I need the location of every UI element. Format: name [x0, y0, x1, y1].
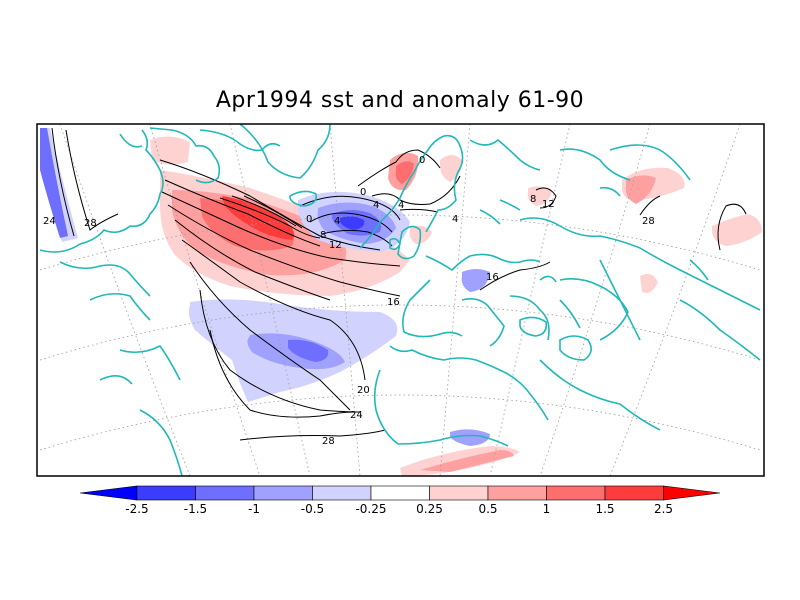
contour-label: 12 — [542, 199, 555, 210]
contour-label: 8 — [530, 194, 536, 205]
colorbar-segment — [429, 485, 489, 501]
contour-label: 12 — [329, 240, 342, 251]
sst-contours — [51, 127, 747, 441]
colorbar-tick-label: 0.25 — [416, 502, 443, 516]
contour-label: 0 — [306, 214, 312, 225]
colorbar-tick-label: -2.5 — [125, 502, 148, 516]
colorbar-segment — [487, 485, 547, 501]
anomaly-shading — [40, 128, 762, 476]
contour-label: 24 — [350, 410, 363, 421]
colorbar: -2.5 -1.5 -1 -0.5 -0.25 0.25 0.5 1 1.5 2.5 — [79, 485, 721, 516]
contour-label: 20 — [357, 385, 370, 396]
contour-label: 24 — [43, 216, 56, 227]
colorbar-segment — [253, 485, 313, 501]
colorbar-left-arrow — [79, 485, 138, 501]
contour-label: 4 — [373, 200, 379, 211]
colorbar-tick-label: 0.5 — [478, 502, 497, 516]
coastlines — [39, 124, 761, 476]
colorbar-segment — [370, 485, 430, 501]
contour-label: 8 — [320, 230, 326, 241]
contour-label: 28 — [84, 218, 97, 229]
contour-label: 0 — [419, 155, 425, 166]
contour-labels: 24 28 0 4 8 12 0 4 4 16 16 20 24 28 28 8… — [43, 155, 655, 447]
contour-label: 4 — [398, 200, 404, 211]
contour-label: 0 — [360, 187, 366, 198]
colorbar-tick-label: -1 — [248, 502, 260, 516]
map-title: Apr1994 sst and anomaly 61-90 — [215, 88, 585, 113]
colorbar-segment — [312, 485, 372, 501]
contour-label: 16 — [387, 297, 400, 308]
colorbar-tick-label: -1.5 — [184, 502, 207, 516]
colorbar-segment — [136, 485, 196, 501]
contour-label: 28 — [322, 436, 335, 447]
colorbar-tick-label: 1 — [543, 502, 551, 516]
map-frame — [36, 123, 765, 477]
graticule — [39, 124, 761, 476]
map-area: 24 28 0 4 8 12 0 4 4 16 16 20 24 28 28 8… — [39, 124, 762, 476]
colorbar-segment — [195, 485, 255, 501]
contour-label: 28 — [642, 216, 655, 227]
colorbar-tick-label: 2.5 — [654, 502, 673, 516]
contour-label: 16 — [486, 272, 499, 283]
colorbar-tick-label: -0.25 — [355, 502, 386, 516]
colorbar-segment — [604, 485, 664, 501]
contour-label: 4 — [452, 214, 458, 225]
colorbar-tick-label: 1.5 — [595, 502, 614, 516]
contour-label: 4 — [334, 216, 340, 227]
colorbar-right-arrow — [663, 485, 721, 501]
colorbar-segment — [546, 485, 606, 501]
colorbar-tick-label: -0.5 — [301, 502, 324, 516]
